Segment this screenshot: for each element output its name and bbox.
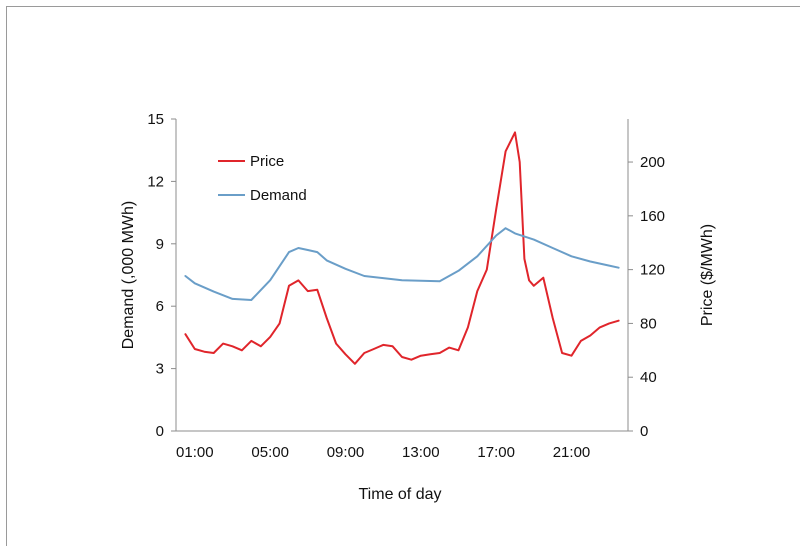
left-y-tick-label: 12 [147, 173, 164, 190]
right-y-tick-label: 80 [640, 315, 657, 332]
left-y-tick-label: 9 [156, 236, 164, 253]
x-tick-label: 05:00 [251, 444, 289, 461]
x-tick-label: 01:00 [176, 444, 214, 461]
left-y-tick-label: 15 [147, 111, 164, 128]
right-y-tick-label: 120 [640, 262, 665, 279]
series-line-price [184, 131, 620, 365]
x-tick-label: 21:00 [553, 444, 591, 461]
x-axis-title: Time of day [359, 486, 442, 503]
right-y-tick-label: 200 [640, 154, 665, 171]
right-y-tick-label: 0 [640, 423, 648, 440]
right-y-tick-label: 160 [640, 208, 665, 225]
chart-area [6, 6, 800, 546]
left-y-tick-label: 3 [156, 361, 164, 378]
legend-label-demand: Demand [250, 187, 307, 204]
x-tick-label: 13:00 [402, 444, 440, 461]
left-y-tick-label: 0 [156, 423, 164, 440]
legend-label-price: Price [250, 153, 284, 170]
left-y-axis-title: Demand (,000 MWh) [120, 201, 137, 350]
right-y-tick-label: 40 [640, 369, 657, 386]
x-tick-label: 09:00 [327, 444, 365, 461]
right-y-axis-title: Price ($/MWh) [699, 224, 716, 326]
x-tick-label: 17:00 [477, 444, 515, 461]
series-line-demand [184, 227, 620, 301]
left-y-tick-label: 6 [156, 298, 164, 315]
